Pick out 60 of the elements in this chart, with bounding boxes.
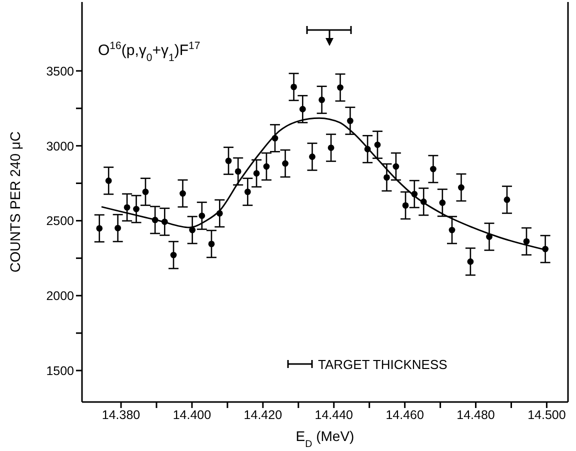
x-tick-label: 14.420 (244, 408, 282, 422)
point (263, 163, 270, 170)
point (234, 168, 242, 175)
point (448, 226, 456, 234)
point (392, 163, 400, 170)
point (504, 196, 510, 203)
point (96, 225, 103, 232)
point (430, 166, 436, 172)
point (439, 200, 446, 206)
y-tick-label: 3500 (46, 64, 74, 78)
point (180, 190, 186, 197)
y-tick-label: 1500 (46, 364, 74, 378)
point (114, 224, 122, 232)
point (272, 134, 278, 142)
point (486, 234, 492, 240)
point (152, 216, 158, 224)
point (161, 218, 168, 225)
point (124, 204, 130, 211)
point (225, 158, 232, 164)
point (216, 210, 223, 217)
point (458, 184, 464, 191)
annotation: O$^{16}$(p,γ$_{0}$+γ$_{1}$)F$^{17}$ (98, 40, 200, 64)
point (420, 198, 427, 205)
x-tick-label: 14.480 (456, 408, 495, 422)
point (282, 160, 288, 167)
point (364, 146, 371, 152)
point (142, 188, 149, 196)
point (133, 206, 140, 212)
y-tick-label: 2500 (46, 214, 74, 228)
point (198, 212, 206, 219)
point (253, 170, 260, 177)
point (318, 96, 326, 104)
y-tick-label: 3000 (46, 139, 74, 154)
x-tick-label: 14.440 (314, 408, 354, 422)
point (337, 84, 344, 91)
point (189, 226, 196, 234)
point (309, 154, 316, 160)
point (467, 258, 474, 265)
x-axis-title: E$_{D}$ (MeV) (296, 428, 354, 450)
point (374, 142, 381, 148)
point (208, 240, 215, 248)
point (299, 106, 306, 112)
point (346, 118, 354, 124)
y-axis-title: COUNTS PER 240 μC (7, 131, 23, 273)
y-tick-label: 2000 (46, 289, 74, 304)
x-tick-label: 14.400 (172, 408, 212, 422)
x-tick-label: 14.460 (386, 408, 424, 422)
point (523, 238, 530, 245)
point (402, 202, 409, 209)
point (244, 188, 251, 196)
point (290, 84, 297, 90)
x-tick-label: 14.380 (102, 408, 140, 422)
point (384, 174, 390, 181)
point (105, 178, 112, 184)
point (542, 246, 548, 252)
annotation: TARGET THICKNESS (318, 357, 448, 372)
x-tick-label: 14.500 (528, 408, 566, 422)
point (411, 190, 418, 198)
point (328, 144, 334, 151)
point (170, 252, 177, 258)
